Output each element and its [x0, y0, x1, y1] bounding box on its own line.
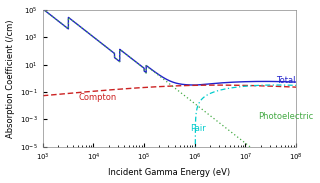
- X-axis label: Incident Gamma Energy (eV): Incident Gamma Energy (eV): [108, 168, 230, 178]
- Y-axis label: Absorption Coefficient (/cm): Absorption Coefficient (/cm): [5, 19, 14, 138]
- Text: Pair: Pair: [190, 124, 206, 133]
- Text: Photoelectric: Photoelectric: [258, 113, 314, 122]
- Text: Compton: Compton: [78, 93, 116, 102]
- Text: Total: Total: [276, 76, 295, 85]
